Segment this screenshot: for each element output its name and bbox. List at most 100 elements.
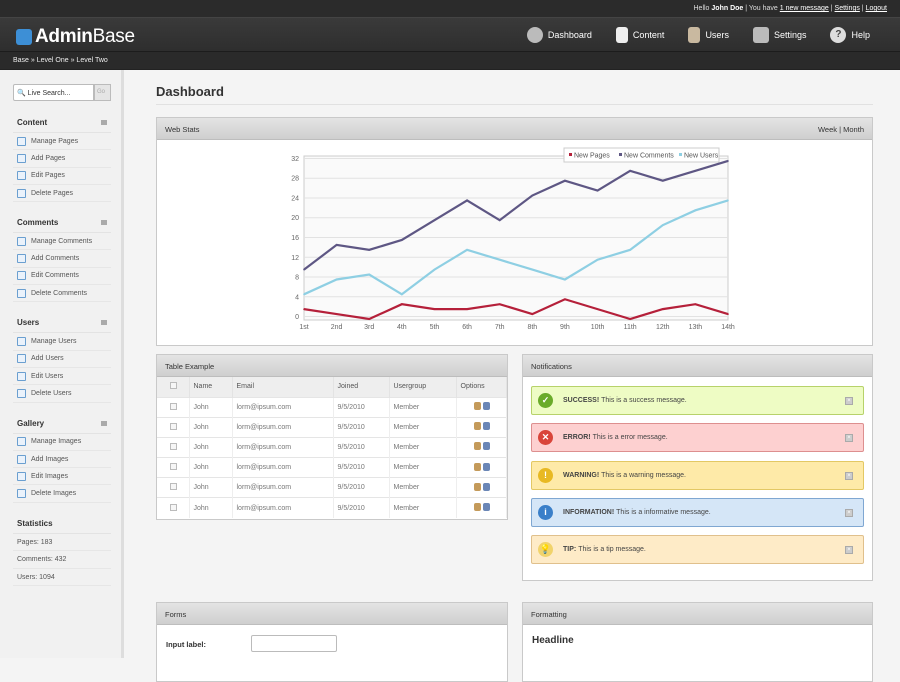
data-point: [596, 189, 599, 192]
col-options: Options: [456, 377, 507, 397]
logo-bold: Admin: [35, 26, 93, 47]
close-icon[interactable]: ×: [845, 397, 853, 405]
data-point: [498, 303, 501, 305]
row-checkbox[interactable]: [170, 402, 177, 410]
sidebar-item-manage-users[interactable]: Manage Users: [13, 333, 111, 351]
cell: 9/5/2010: [333, 457, 390, 478]
sidebar-item-edit-images[interactable]: Edit Images: [13, 468, 111, 486]
close-icon[interactable]: ×: [845, 508, 853, 517]
logo[interactable]: Admin Base: [16, 26, 135, 48]
row-checkbox[interactable]: [170, 422, 177, 430]
data-point: [368, 273, 371, 276]
settings-link[interactable]: Settings: [834, 5, 860, 12]
col-usergroup[interactable]: Usergroup: [389, 377, 457, 397]
data-point: [596, 308, 599, 310]
data-point: [629, 318, 631, 320]
delete-user-icon[interactable]: [483, 442, 491, 451]
row-checkbox[interactable]: [170, 483, 177, 491]
close-icon[interactable]: ×: [845, 471, 853, 480]
row-checkbox[interactable]: [170, 503, 177, 511]
delete-user-icon[interactable]: [483, 482, 491, 491]
nav-dashboard[interactable]: Dashboard: [526, 27, 592, 43]
gear-icon: [526, 27, 543, 43]
cell: Member: [389, 436, 457, 458]
close-icon[interactable]: ×: [845, 546, 853, 555]
delete-user-icon[interactable]: [483, 422, 491, 431]
series-line-new-comments: [303, 159, 729, 271]
delete-user-icon[interactable]: [483, 503, 491, 512]
col-email[interactable]: Email: [232, 377, 334, 397]
sidebar-item-delete-comments[interactable]: Delete Comments: [13, 285, 111, 303]
data-point: [368, 249, 371, 251]
separator: |: [861, 5, 864, 12]
sidebar-item-delete-users[interactable]: Delete Users: [13, 385, 111, 403]
edit-user-icon[interactable]: [474, 422, 482, 431]
sidebar-item-delete-images[interactable]: Delete Images: [13, 485, 111, 503]
sidebar-item-add-users[interactable]: Add Users: [13, 351, 111, 368]
stat-users: Users: 1094: [13, 569, 111, 587]
legend-swatch: [619, 153, 622, 156]
nav-content[interactable]: Content: [615, 27, 664, 43]
x-tick-label: 7th: [495, 324, 505, 331]
breadcrumb[interactable]: Base » Level One » Level Two: [0, 52, 900, 70]
col-joined[interactable]: Joined: [333, 377, 390, 397]
close-icon[interactable]: ×: [845, 434, 853, 443]
edit-user-icon[interactable]: [474, 462, 482, 471]
row-select: [157, 497, 190, 519]
sidebar-item-add-pages[interactable]: Add Pages: [13, 150, 111, 168]
row-options: [456, 477, 507, 498]
nav-help[interactable]: ? Help: [830, 27, 870, 43]
sidebar-item-label: Add Comments: [31, 255, 80, 263]
collapse-icon[interactable]: [101, 420, 107, 426]
headline: Headline: [532, 635, 574, 646]
col-name[interactable]: Name: [189, 377, 233, 397]
nav-users[interactable]: Users: [688, 27, 729, 43]
collapse-icon[interactable]: [101, 220, 107, 226]
series-line-new-users: [303, 199, 729, 296]
collapse-icon[interactable]: [101, 120, 107, 125]
month-toggle[interactable]: Month: [843, 125, 864, 134]
sidebar-item-edit-users[interactable]: Edit Users: [13, 368, 111, 386]
sidebar-item-label: Manage Pages: [31, 137, 79, 145]
row-select: [157, 396, 190, 418]
sidebar-item-delete-pages[interactable]: Delete Pages: [13, 185, 111, 203]
messages-link[interactable]: 1 new message: [779, 5, 829, 12]
message-text: | You have: [745, 5, 778, 12]
edit-user-icon[interactable]: [474, 442, 482, 451]
sidebar-group-title[interactable]: Gallery: [13, 415, 111, 434]
data-point: [335, 313, 338, 315]
text-input[interactable]: [251, 635, 337, 652]
nav-settings[interactable]: Settings: [752, 27, 806, 43]
data-point: [401, 303, 403, 305]
sidebar-item-manage-pages[interactable]: Manage Pages: [13, 133, 111, 151]
data-point: [727, 313, 729, 315]
edit-user-icon[interactable]: [474, 482, 482, 491]
edit-user-icon[interactable]: [474, 402, 482, 411]
sidebar-group-title[interactable]: Users: [13, 314, 111, 334]
sidebar-item-manage-images[interactable]: Manage Images: [13, 434, 111, 451]
panel-title: Forms: [165, 610, 187, 619]
row-checkbox[interactable]: [170, 463, 177, 471]
collapse-icon[interactable]: [101, 320, 107, 326]
delete-user-icon[interactable]: [483, 402, 491, 411]
notification-label: ERROR!: [563, 434, 591, 442]
row-checkbox[interactable]: [170, 442, 177, 450]
sidebar-item-edit-comments[interactable]: Edit Comments: [13, 268, 111, 286]
data-point: [401, 293, 403, 296]
sidebar-item-add-images[interactable]: Add Images: [13, 451, 111, 469]
cell: John: [189, 477, 233, 498]
sidebar-item-edit-pages[interactable]: Edit Pages: [13, 168, 111, 185]
delete-user-icon[interactable]: [483, 462, 491, 471]
sidebar-item-add-comments[interactable]: Add Comments: [13, 250, 111, 268]
select-all-checkbox[interactable]: [170, 382, 177, 390]
logout-link[interactable]: Logout: [865, 5, 887, 12]
sidebar-item-manage-comments[interactable]: Manage Comments: [13, 233, 111, 251]
cell: lorm@ipsum.com: [232, 457, 334, 478]
search-go-button[interactable]: Go: [94, 84, 111, 101]
search-input[interactable]: 🔍 Live Search...: [13, 84, 94, 101]
legend: [563, 147, 720, 163]
sidebar-group-title[interactable]: Comments: [13, 214, 111, 234]
week-toggle[interactable]: Week: [817, 125, 837, 134]
sidebar-group-title[interactable]: Content: [13, 114, 111, 133]
edit-user-icon[interactable]: [474, 503, 482, 512]
